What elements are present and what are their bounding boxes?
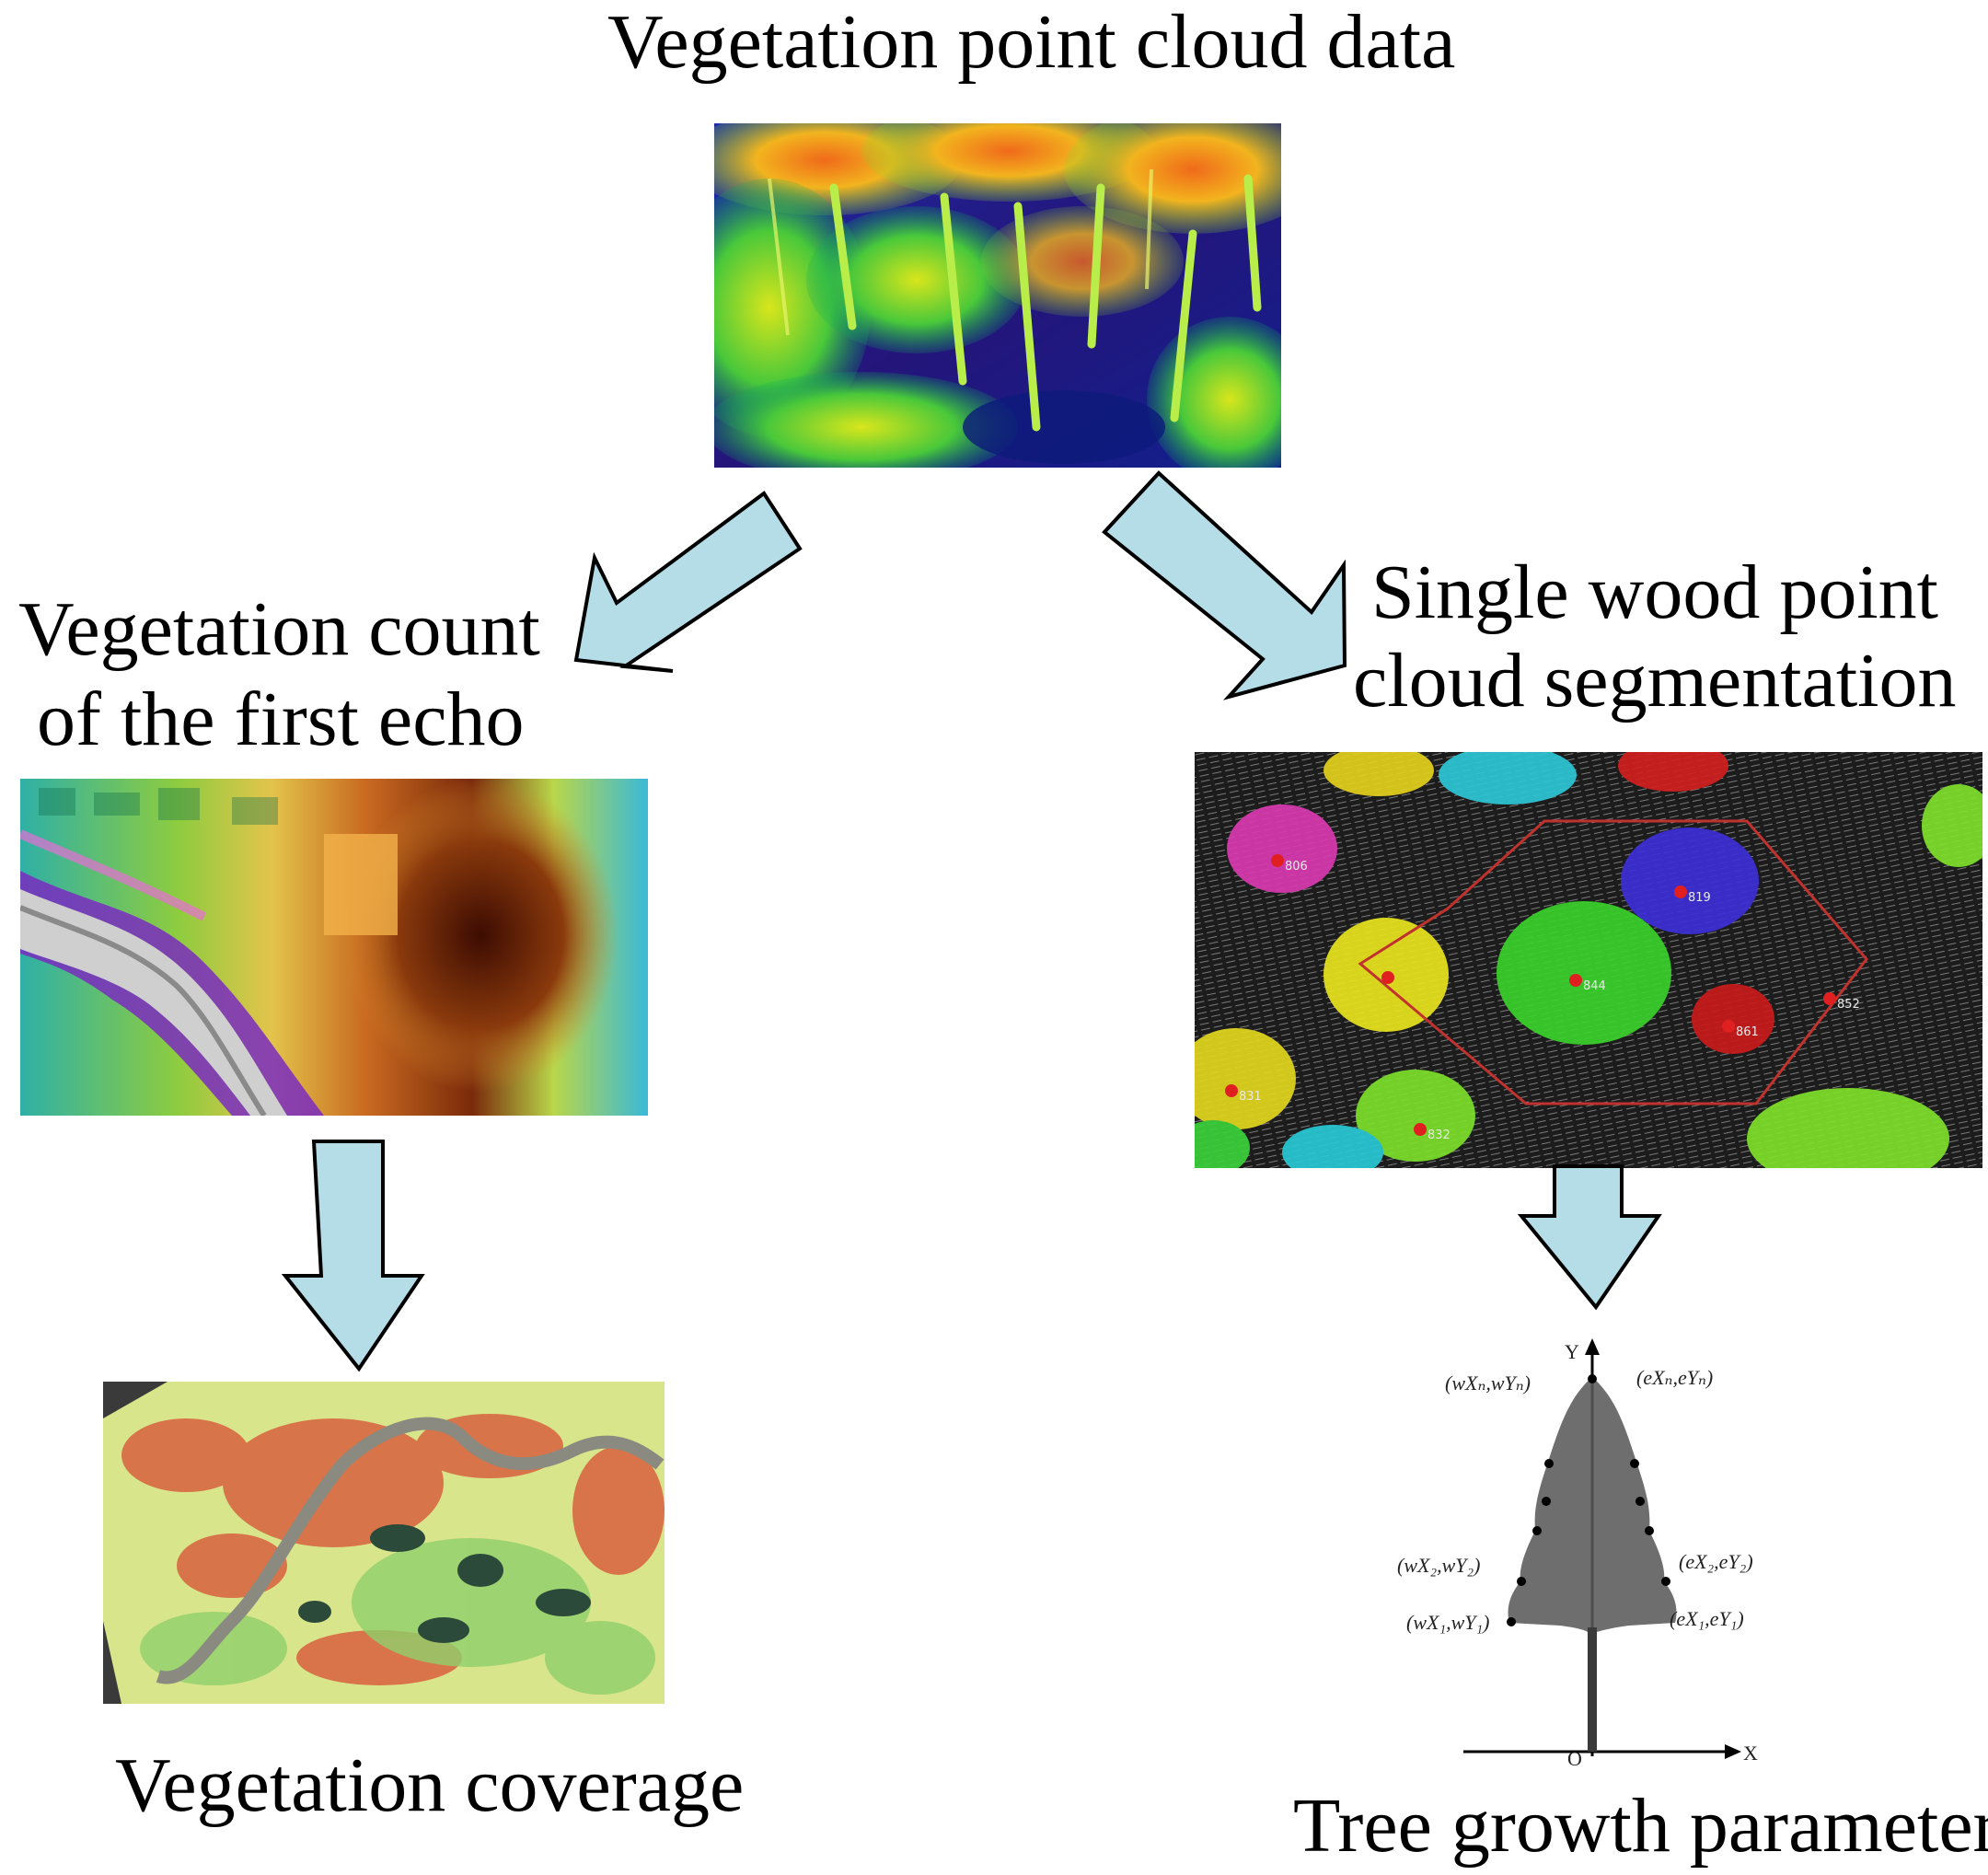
vegetation-coverage-map-image bbox=[103, 1382, 665, 1704]
tree-id-832: 832 bbox=[1427, 1128, 1451, 1142]
point-label-e2: (eX₂,eY₂) bbox=[1679, 1550, 1753, 1573]
title-point-cloud: Vegetation point cloud data bbox=[607, 0, 1456, 85]
point-label-w2: (wX₂,wY₂) bbox=[1397, 1554, 1480, 1577]
arrow-down-right bbox=[1517, 1164, 1662, 1311]
label-vegetation-count-line1: Vegetation count bbox=[18, 586, 540, 672]
label-segmentation-line2: cloud segmentation bbox=[1353, 638, 1957, 723]
point-label-en: (eXₙ,eYₙ) bbox=[1636, 1366, 1713, 1389]
label-tree-growth: Tree growth parameter bbox=[1293, 1783, 1988, 1869]
point-cloud-image bbox=[714, 123, 1281, 468]
label-vegetation-coverage: Vegetation coverage bbox=[115, 1742, 745, 1828]
arrow-down-left bbox=[281, 1140, 425, 1372]
tree-id-819: 819 bbox=[1688, 891, 1711, 905]
tree-id-861: 861 bbox=[1736, 1025, 1759, 1039]
first-echo-map-image bbox=[20, 779, 648, 1116]
arrow-right-diagonal bbox=[1102, 470, 1347, 700]
point-label-e1: (eX₁,eY₁) bbox=[1670, 1607, 1744, 1630]
label-segmentation-line1: Single wood point bbox=[1371, 550, 1939, 635]
tree-id-831: 831 bbox=[1239, 1090, 1262, 1104]
point-label-w1: (wX₁,wY₁) bbox=[1406, 1611, 1489, 1634]
point-label-wn: (wXₙ,wYₙ) bbox=[1445, 1372, 1531, 1395]
tree-id-806: 806 bbox=[1285, 860, 1308, 874]
tree-id-852: 852 bbox=[1837, 998, 1860, 1012]
axis-x-label: X bbox=[1743, 1742, 1758, 1765]
tree-id-844: 844 bbox=[1583, 979, 1606, 993]
arrow-left-diagonal bbox=[573, 491, 803, 673]
origin-label: O bbox=[1567, 1747, 1582, 1770]
axis-y-label: Y bbox=[1565, 1340, 1579, 1363]
tree-growth-diagram: Y X O (wXₙ,wYₙ) (eXₙ,eYₙ) (wX₂,wY₂) (eX₂… bbox=[1381, 1333, 1786, 1775]
segmentation-image: 806 819 844 852 861 831 832 bbox=[1195, 752, 1982, 1168]
label-vegetation-count-line2: of the first echo bbox=[37, 677, 525, 762]
